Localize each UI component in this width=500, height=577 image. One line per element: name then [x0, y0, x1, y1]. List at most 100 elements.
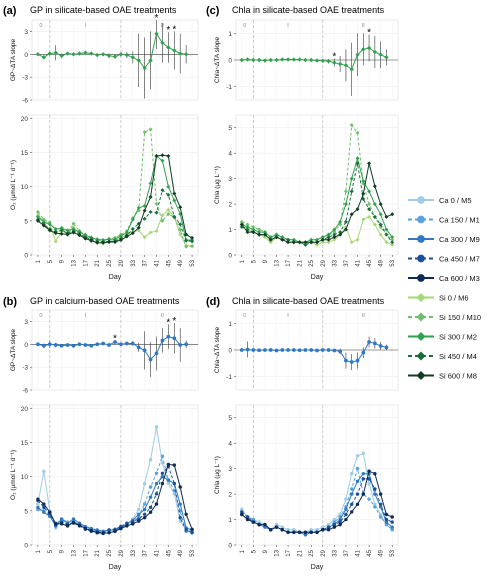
series-point [166, 153, 171, 158]
series-point [355, 466, 360, 471]
slope-point [154, 351, 159, 356]
series-point [59, 231, 64, 236]
series-point [361, 451, 365, 456]
series-point [303, 242, 308, 247]
series-point [240, 512, 244, 517]
phase-label: 0 [39, 313, 42, 319]
slope-point [172, 48, 177, 53]
series-point [326, 525, 331, 529]
series-point [71, 520, 76, 525]
series-point [160, 481, 165, 486]
series-point [367, 161, 372, 166]
slope-point [367, 340, 371, 344]
slope-point [148, 357, 153, 362]
plot-area [235, 404, 399, 546]
slope-point [332, 60, 337, 65]
slope-point [172, 336, 177, 341]
phase-label: I [287, 313, 289, 319]
series-point [124, 230, 129, 235]
series-point [326, 235, 331, 240]
slope-point [303, 348, 308, 352]
slope-point [124, 52, 130, 58]
series-line [37, 128, 193, 248]
slope-point [355, 358, 360, 363]
series-point [178, 485, 182, 489]
series-point [35, 209, 40, 214]
phase-label: 0 [243, 313, 246, 319]
series-point [344, 517, 348, 522]
slope-point [100, 52, 106, 57]
series-point [390, 240, 395, 245]
slope-point [372, 341, 377, 346]
series-point [309, 528, 313, 532]
panel-c-title: Chla in silicate-based OAE treatments [232, 5, 385, 15]
series-point [154, 502, 159, 506]
significance-asterisk: * [172, 24, 176, 35]
series-point [184, 232, 189, 237]
series-point [53, 239, 58, 244]
series-point [130, 217, 135, 222]
x-tick-label: 33 [131, 549, 137, 556]
y-tick-label: 15 [21, 150, 29, 157]
series-point [384, 512, 389, 517]
series-point [160, 158, 165, 163]
series-point [378, 515, 383, 519]
slope-point [320, 348, 325, 352]
series-point [349, 189, 354, 194]
series-point [119, 526, 123, 531]
slope-point [136, 58, 141, 63]
series-point [148, 485, 153, 489]
y-tick-label: 0 [228, 58, 232, 65]
series-point [160, 218, 165, 223]
legend-swatch-marker [417, 235, 425, 243]
series-point [172, 481, 176, 486]
slope-point [332, 348, 337, 353]
legend-label: Si 450 / M4 [439, 352, 477, 361]
slope-point [378, 344, 383, 348]
legend-swatch-marker [417, 215, 425, 224]
series-point [390, 525, 394, 529]
slope-point [183, 52, 189, 57]
y-tick-label: 0 [24, 253, 28, 260]
y-tick-label: 3 [24, 319, 28, 326]
series-point [154, 201, 159, 206]
panel-b-title: GP in calcium-based OAE treatments [30, 296, 180, 306]
legend-swatch-marker [416, 371, 426, 380]
legend-label: Si 300 / M2 [439, 333, 477, 342]
y-tick-label: 15 [21, 440, 29, 447]
phase-label: 0 [243, 23, 246, 29]
legend-item: Ca 450 / M7 [408, 255, 480, 264]
slope-point [89, 343, 94, 348]
series-point [240, 510, 244, 514]
series-point [303, 533, 308, 537]
series-point [178, 205, 183, 210]
series-point [373, 472, 377, 476]
series-point [367, 497, 371, 501]
x-tick-label: 53 [390, 549, 396, 556]
series-point [239, 219, 244, 224]
series-point [172, 198, 177, 203]
slope-point [245, 57, 250, 62]
series-point [257, 232, 262, 237]
series-point [338, 520, 342, 524]
x-tick-label: 25 [309, 259, 315, 266]
series-point [160, 153, 165, 158]
x-tick-label: 17 [83, 259, 89, 266]
legend-item: Si 600 / M8 [408, 371, 477, 381]
x-axis-label: Day [109, 564, 122, 571]
series-point [286, 528, 290, 532]
series-point [349, 176, 354, 181]
x-tick-label: 37 [143, 259, 149, 266]
y-tick-label: 0 [24, 543, 28, 550]
series-point [42, 502, 46, 506]
x-tick-label: 1 [36, 259, 42, 263]
legend-swatch-marker [417, 274, 425, 282]
series-point [355, 479, 360, 484]
slope-point [268, 348, 273, 352]
x-tick-label: 29 [321, 549, 327, 556]
series-point [338, 232, 343, 237]
series-point [309, 240, 314, 245]
slope-point [65, 51, 70, 56]
y-tick-label: 4 [228, 151, 232, 158]
